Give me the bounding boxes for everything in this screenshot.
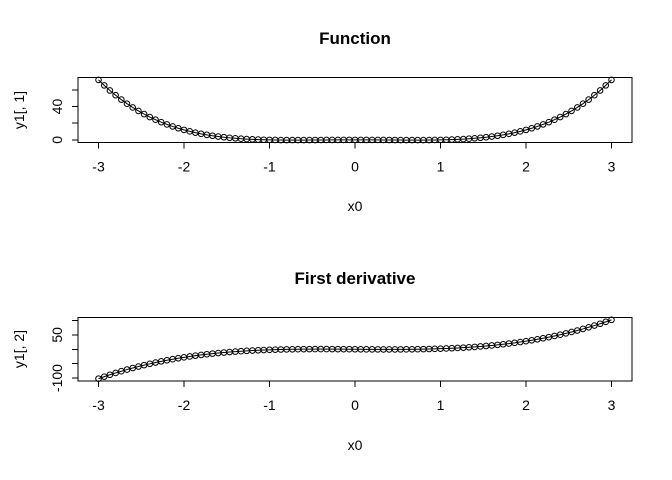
y-tick-label: 0 — [49, 136, 65, 144]
y-tick-label: 50 — [49, 327, 65, 343]
series-line — [98, 79, 612, 141]
data-point — [591, 322, 598, 329]
x-tick-label: 0 — [351, 397, 359, 413]
data-point — [596, 320, 604, 328]
x-tick-label: -1 — [263, 397, 276, 413]
data-point — [174, 124, 182, 132]
data-point — [123, 100, 131, 107]
x-tick-label: -2 — [178, 397, 191, 413]
data-point — [539, 121, 547, 128]
data-point — [146, 113, 154, 121]
data-point — [556, 113, 564, 121]
panel-function: Function x0 y1[, 1] -3 -2 -1 0 1 2 3 0 40 — [11, 29, 633, 214]
x-tick-label: -2 — [178, 159, 191, 175]
y-tick-label: -100 — [49, 364, 65, 392]
x-tick-label: 2 — [522, 159, 530, 175]
data-point — [106, 87, 114, 94]
data-point — [602, 318, 610, 326]
panel-first-derivative-ylabel: y1[, 2] — [11, 330, 27, 368]
data-point — [123, 366, 131, 373]
panel-first-derivative-plot-area: -3 -2 -1 0 1 2 3 -100 50 — [49, 316, 633, 413]
data-point — [140, 110, 148, 118]
data-point — [135, 107, 142, 115]
data-point — [528, 124, 536, 132]
data-point — [551, 116, 558, 124]
x-tick-label: 1 — [437, 159, 445, 175]
x-tick-label: 1 — [437, 397, 445, 413]
panel-function-ylabel: y1[, 1] — [11, 91, 27, 129]
x-tick-label: 2 — [522, 397, 530, 413]
data-point — [608, 76, 615, 84]
data-point — [106, 371, 114, 379]
panel-function-xlabel: x0 — [348, 198, 363, 214]
data-point — [112, 91, 119, 99]
data-point — [602, 82, 610, 89]
data-point — [157, 118, 165, 126]
data-point — [585, 96, 592, 103]
panel-first-derivative-xlabel: x0 — [348, 437, 363, 453]
data-point — [591, 91, 598, 99]
x-tick-label: -3 — [92, 159, 105, 175]
data-point — [163, 121, 171, 128]
x-tick-label: -3 — [92, 397, 105, 413]
panel-first-derivative-title: First derivative — [295, 269, 416, 288]
panel-function-title: Function — [319, 29, 391, 48]
x-tick-label: 0 — [351, 159, 359, 175]
data-point — [95, 375, 102, 382]
x-tick-label: -1 — [263, 159, 276, 175]
data-point — [522, 126, 530, 134]
data-point — [608, 316, 615, 324]
data-point — [585, 323, 592, 331]
data-point — [112, 369, 119, 377]
series-line — [98, 319, 612, 380]
y-tick-label: 40 — [49, 99, 65, 115]
panel-first-derivative: First derivative x0 y1[, 2] -3 -2 -1 0 1 2 3 -1… — [11, 269, 633, 453]
data-point — [95, 76, 102, 84]
panel-function-plot-area: -3 -2 -1 0 1 2 3 0 40 — [49, 76, 633, 175]
data-point — [562, 110, 570, 118]
data-point — [118, 96, 125, 103]
x-tick-label: 3 — [608, 397, 616, 413]
data-point — [152, 116, 159, 124]
data-point — [545, 118, 553, 126]
data-point — [596, 87, 604, 94]
data-point — [129, 104, 137, 111]
data-point — [573, 104, 581, 111]
data-point — [100, 82, 108, 89]
x-tick-label: 3 — [608, 159, 616, 175]
data-point — [169, 123, 176, 130]
data-point — [100, 373, 108, 380]
plot-box — [77, 77, 633, 143]
data-point — [573, 327, 581, 334]
data-point — [568, 107, 575, 115]
data-point — [534, 123, 541, 130]
data-point — [579, 100, 587, 107]
